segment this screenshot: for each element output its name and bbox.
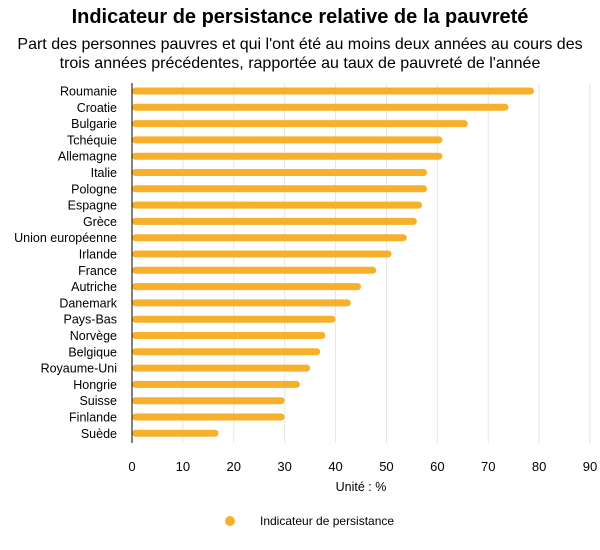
bar-bulgarie <box>132 120 468 128</box>
bar-allemagne <box>132 152 443 160</box>
bar-pologne <box>132 185 428 193</box>
category-label-union-europeenne: Union européenne <box>14 231 117 245</box>
legend-marker <box>225 516 235 526</box>
legend-label: Indicateur de persistance <box>260 514 394 528</box>
bar-suisse <box>132 397 285 405</box>
category-label-espagne: Espagne <box>68 199 117 213</box>
bar-italie <box>132 169 428 176</box>
x-tick-label-10: 10 <box>176 459 190 474</box>
bar-roumanie <box>132 87 535 95</box>
bar-belgique <box>132 348 321 356</box>
category-label-pologne: Pologne <box>71 182 117 196</box>
category-label-croatie: Croatie <box>77 101 117 115</box>
category-label-danemark: Danemark <box>59 296 117 310</box>
category-label-italie: Italie <box>91 166 117 180</box>
bar-suede <box>132 429 219 437</box>
chart-title: Indicateur de persistance relative de la… <box>71 6 529 28</box>
bar-irlande <box>132 250 392 258</box>
x-tick-label-0: 0 <box>128 459 135 474</box>
category-label-tchequie: Tchéquie <box>67 133 117 147</box>
category-labels: Roumanie Croatie Bulgarie Tchéquie Allemagne… <box>14 85 118 441</box>
bar-croatie <box>132 103 509 111</box>
bars <box>132 87 535 437</box>
category-label-hongrie: Hongrie <box>73 378 117 392</box>
bar-autriche <box>132 283 361 291</box>
bar-norvege <box>132 332 326 339</box>
x-tick-label-80: 80 <box>532 459 546 474</box>
category-label-irlande: Irlande <box>79 248 117 262</box>
subtitle-line-2: trois années précédentes, rapportée au t… <box>59 55 541 72</box>
category-label-norvege: Norvège <box>70 329 117 343</box>
category-label-suisse: Suisse <box>79 394 117 408</box>
x-tick-label-70: 70 <box>481 459 495 474</box>
category-label-roumanie: Roumanie <box>60 85 117 99</box>
bar-grece <box>132 217 417 225</box>
bar-danemark <box>132 299 351 307</box>
category-label-bulgarie: Bulgarie <box>71 117 117 131</box>
bar-tchequie <box>132 136 443 144</box>
x-tick-label-60: 60 <box>430 459 444 474</box>
category-label-grece: Grèce <box>83 215 117 229</box>
chart-subtitle: Part des personnes pauvres et qui l'ont … <box>10 35 590 73</box>
x-axis-label: Unité : % <box>336 480 387 494</box>
x-tick-label-40: 40 <box>328 459 342 474</box>
category-label-pays-bas: Pays-Bas <box>64 313 118 327</box>
bar-finlande <box>132 413 285 421</box>
category-label-finlande: Finlande <box>69 411 117 425</box>
category-label-france: France <box>78 264 117 278</box>
category-label-belgique: Belgique <box>68 345 117 359</box>
x-tick-label-90: 90 <box>583 459 597 474</box>
bar-espagne <box>132 201 423 209</box>
x-tick-label-30: 30 <box>277 459 291 474</box>
bar-union-europeenne <box>132 234 407 242</box>
legend: Indicateur de persistance <box>225 514 394 528</box>
subtitle-line-1: Part des personnes pauvres et qui l'ont … <box>17 36 583 53</box>
category-label-autriche: Autriche <box>71 280 117 294</box>
x-tick-labels: 0 10 20 30 40 50 60 70 80 90 <box>128 459 597 474</box>
category-label-suede: Suède <box>81 427 117 441</box>
bar-france <box>132 266 377 274</box>
x-tick-label-20: 20 <box>227 459 241 474</box>
category-label-royaume-uni: Royaume-Uni <box>41 362 117 376</box>
x-tick-label-50: 50 <box>379 459 393 474</box>
bar-hongrie <box>132 380 300 388</box>
bar-royaume-uni <box>132 364 311 372</box>
bar-pays-bas <box>132 315 336 323</box>
category-label-allemagne: Allemagne <box>58 150 117 164</box>
